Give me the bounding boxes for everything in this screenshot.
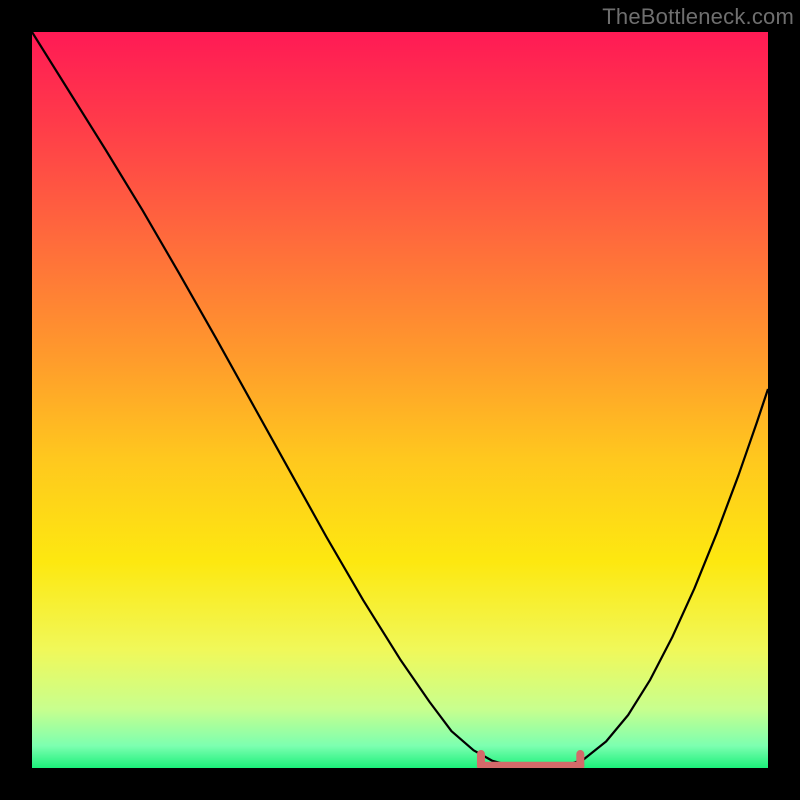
watermark-text: TheBottleneck.com [602,4,794,30]
bottleneck-chart [32,32,768,768]
